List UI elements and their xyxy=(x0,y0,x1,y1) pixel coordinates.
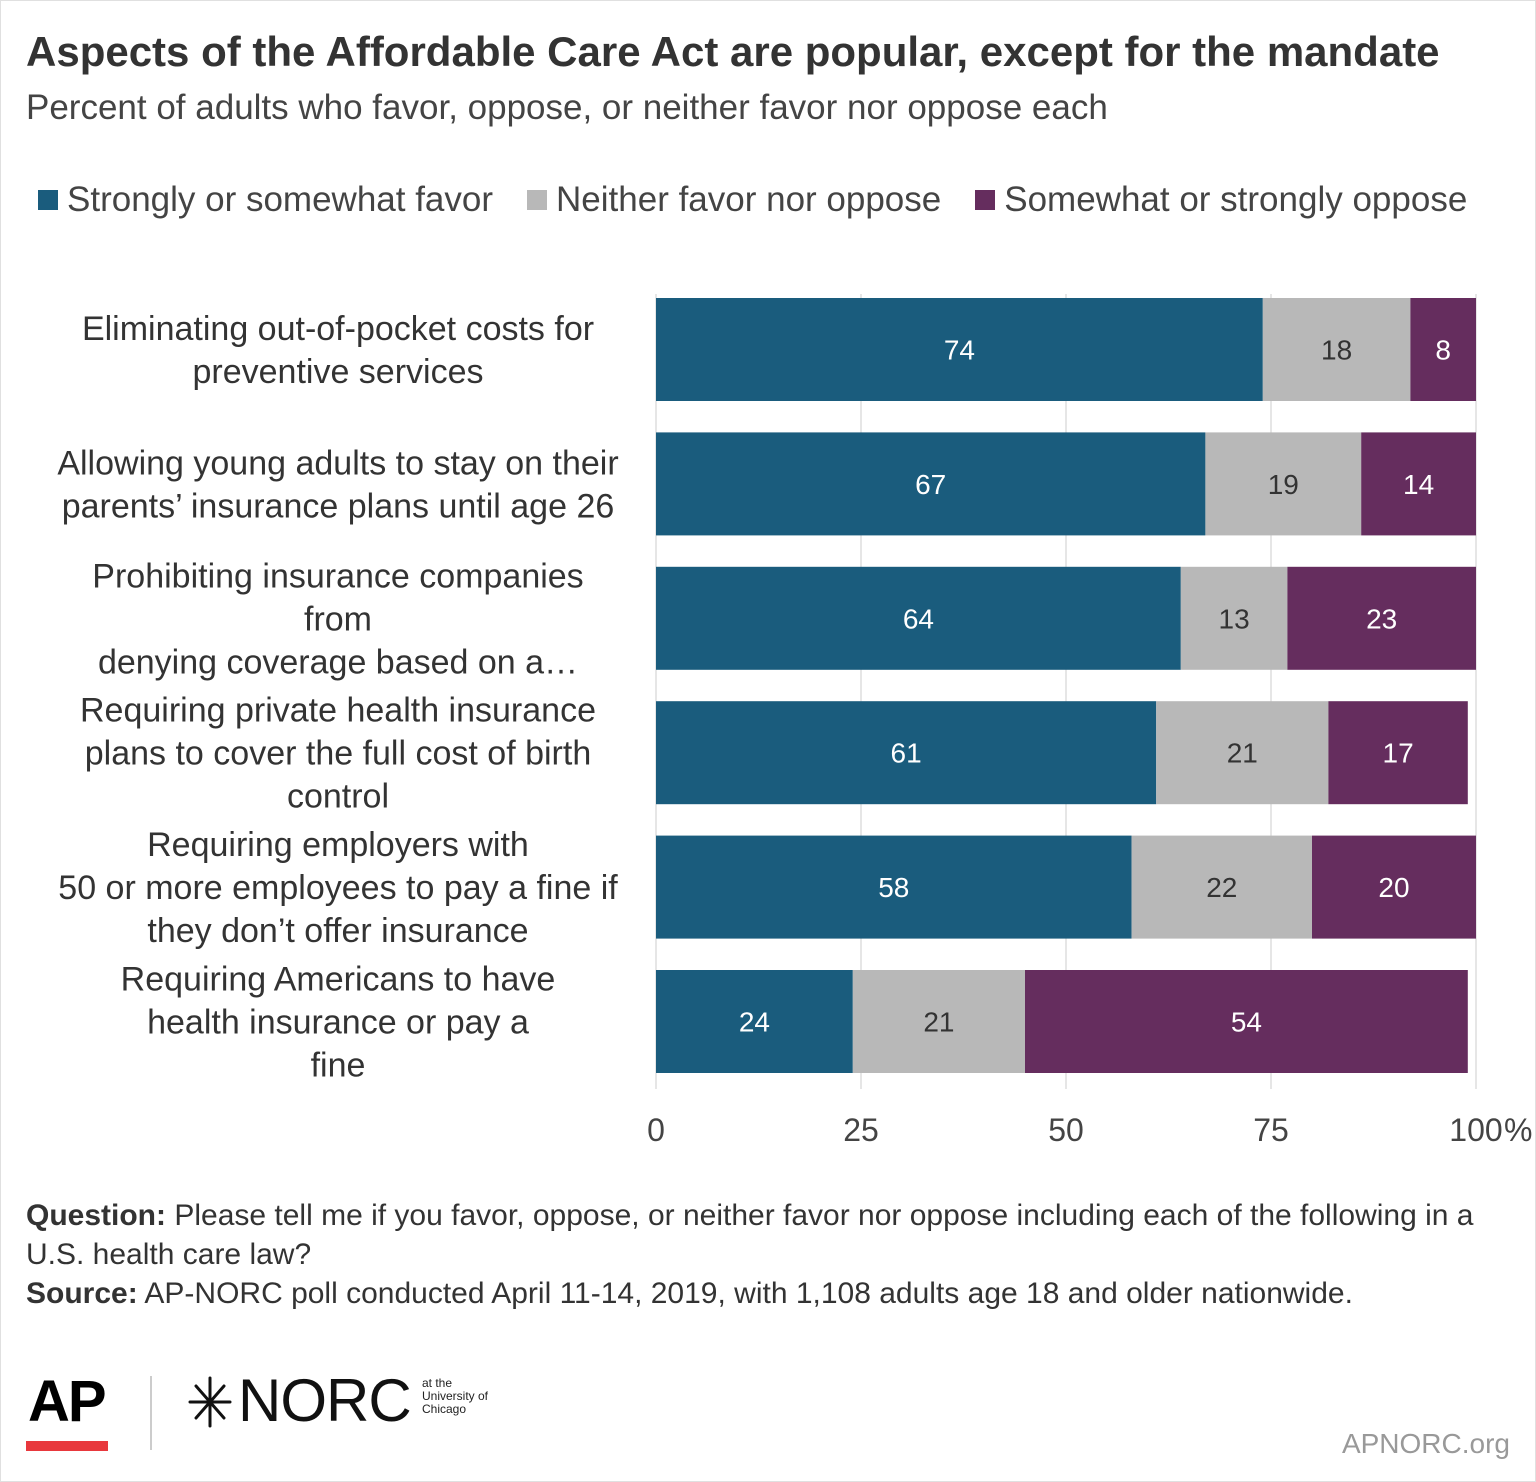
data-label: 54 xyxy=(1231,1007,1262,1038)
data-label: 8 xyxy=(1435,335,1451,366)
data-label: 58 xyxy=(878,872,909,903)
x-axis-unit: % xyxy=(1504,1112,1532,1148)
legend-swatch-neither xyxy=(527,190,548,210)
data-label: 61 xyxy=(891,738,922,769)
bar-segment xyxy=(656,970,853,1073)
legend-item-neither: Neither favor nor oppose xyxy=(527,180,941,220)
category-label: they don’t offer insurance xyxy=(147,912,528,950)
category-label: Requiring Americans to have xyxy=(121,961,556,999)
bar-segment xyxy=(1180,566,1288,670)
bar-segment xyxy=(656,835,1132,939)
category-label: control xyxy=(287,778,389,816)
category-label: Requiring employers with xyxy=(147,826,529,864)
stacked-bar-chart: 74 18 8 Eliminating out-of-pocket costs for… xyxy=(57,294,1532,1148)
logo-divider xyxy=(150,1376,152,1450)
bar-segment xyxy=(1361,432,1476,536)
norc-affiliation: at the University of Chicago xyxy=(422,1377,488,1416)
x-tick-label: 25 xyxy=(843,1112,879,1148)
question-label: Question: xyxy=(26,1199,166,1232)
legend-label-favor: Strongly or somewhat favor xyxy=(67,180,494,219)
chart-notes: Question: Please tell me if you favor, o… xyxy=(26,1196,1486,1313)
source-label: Source: xyxy=(26,1277,138,1310)
data-label: 64 xyxy=(903,603,934,634)
data-label: 13 xyxy=(1219,603,1250,634)
legend: Strongly or somewhat favor Neither favor… xyxy=(38,178,1467,222)
legend-swatch-favor xyxy=(38,190,58,210)
x-tick-label: 75 xyxy=(1253,1112,1289,1148)
category-label: Allowing young adults to stay on their xyxy=(57,444,618,482)
x-tick-label: 0 xyxy=(647,1112,665,1148)
category-label: preventive services xyxy=(192,353,483,391)
bar-segment xyxy=(1025,970,1468,1073)
data-label: 22 xyxy=(1206,872,1237,903)
data-label: 21 xyxy=(1227,738,1258,769)
legend-label-oppose: Somewhat or strongly oppose xyxy=(1004,180,1468,219)
data-label: 21 xyxy=(923,1007,954,1038)
bar-segment xyxy=(1262,298,1411,401)
category-label: parents’ insurance plans until age 26 xyxy=(62,487,615,525)
legend-label-neither: Neither favor nor oppose xyxy=(556,180,942,219)
category-label: health insurance or pay a xyxy=(147,1004,529,1042)
legend-swatch-oppose xyxy=(975,190,996,210)
data-label: 14 xyxy=(1403,469,1434,500)
ap-logo: AP xyxy=(28,1369,107,1434)
chart-subtitle: Percent of adults who favor, oppose, or … xyxy=(26,88,1108,127)
bar-segment xyxy=(656,432,1206,536)
bar-segment xyxy=(656,566,1181,670)
norc-affiliation-line: University of xyxy=(422,1389,489,1403)
chart-title: Aspects of the Affordable Care Act are p… xyxy=(26,28,1440,75)
source-note: Source: AP-NORC poll conducted April 11-… xyxy=(26,1274,1486,1313)
x-tick-label: 50 xyxy=(1048,1112,1084,1148)
norc-star-icon xyxy=(188,1376,232,1428)
category-label: fine xyxy=(311,1047,366,1085)
norc-affiliation-line: Chicago xyxy=(422,1402,467,1416)
x-tick-label: 100 xyxy=(1449,1112,1502,1148)
data-label: 19 xyxy=(1268,469,1299,500)
bar-segment xyxy=(1131,835,1312,939)
norc-logo: NORC xyxy=(238,1367,412,1434)
category-label: Prohibiting insurance companies xyxy=(92,557,583,595)
data-label: 67 xyxy=(915,469,946,500)
category-label: 50 or more employees to pay a fine if xyxy=(58,869,618,907)
bar-segment xyxy=(1410,298,1476,401)
bar-segment xyxy=(1287,566,1476,670)
question-note: Question: Please tell me if you favor, o… xyxy=(26,1196,1486,1274)
bar-segment xyxy=(1205,432,1362,536)
bar-segment xyxy=(656,298,1263,401)
data-label: 20 xyxy=(1378,872,1409,903)
category-label: plans to cover the full cost of birth xyxy=(85,735,591,773)
norc-affiliation-line: at the xyxy=(422,1376,453,1390)
site-link[interactable]: APNORC.org xyxy=(1341,1428,1510,1459)
data-label: 24 xyxy=(739,1007,770,1038)
category-label: Requiring private health insurance xyxy=(80,692,596,730)
source-text: AP-NORC poll conducted April 11-14, 2019… xyxy=(144,1277,1353,1310)
data-label: 17 xyxy=(1383,738,1414,769)
bar-segment xyxy=(1328,701,1468,805)
data-label: 74 xyxy=(944,335,975,366)
bar-segment xyxy=(852,970,1025,1073)
legend-item-favor: Strongly or somewhat favor xyxy=(38,180,493,220)
data-label: 23 xyxy=(1366,603,1397,634)
bar-segment xyxy=(656,701,1157,805)
legend-item-oppose: Somewhat or strongly oppose xyxy=(975,180,1467,220)
bar-segment xyxy=(1156,701,1329,805)
bar-segment xyxy=(1312,835,1476,939)
ap-logo-bar xyxy=(26,1441,108,1451)
question-text: Please tell me if you favor, oppose, or … xyxy=(26,1199,1474,1271)
category-label: Eliminating out-of-pocket costs for xyxy=(82,310,594,348)
data-label: 18 xyxy=(1321,335,1352,366)
category-label: denying coverage based on a… xyxy=(98,643,578,681)
category-label: from xyxy=(304,600,372,638)
